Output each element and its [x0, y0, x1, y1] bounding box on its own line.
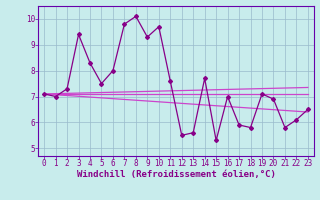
X-axis label: Windchill (Refroidissement éolien,°C): Windchill (Refroidissement éolien,°C) — [76, 170, 276, 179]
